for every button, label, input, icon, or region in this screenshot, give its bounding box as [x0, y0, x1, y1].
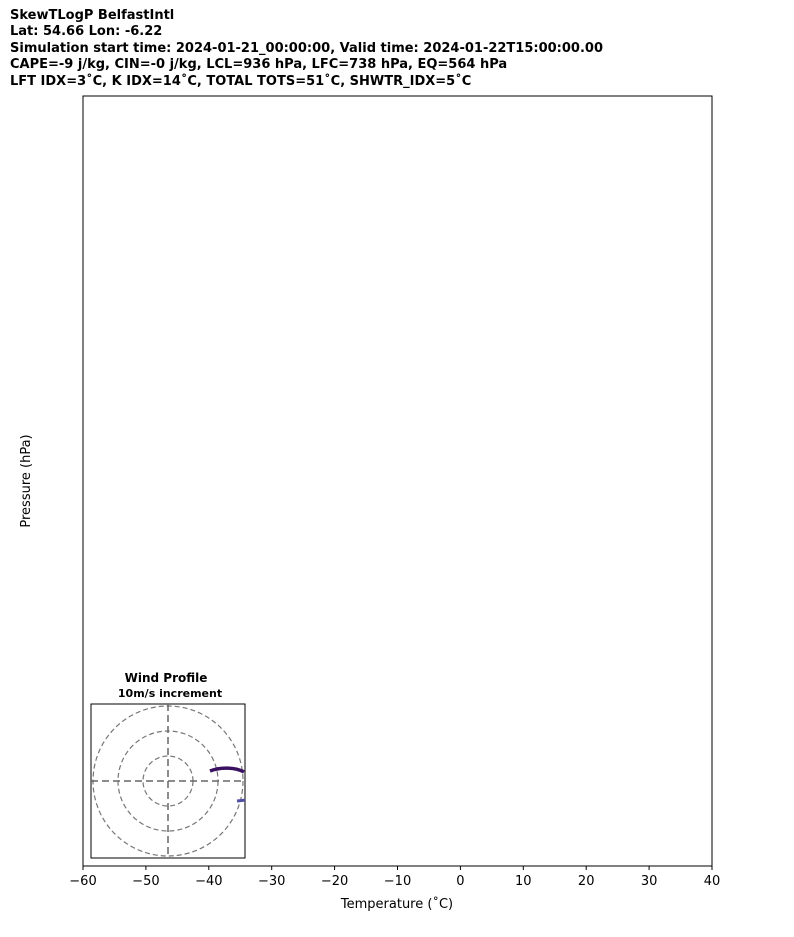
x-tick-label: 10 [515, 874, 532, 889]
time-line: Simulation start time: 2024-01-21_00:00:… [10, 40, 603, 56]
x-tick-label: −20 [321, 874, 348, 889]
x-tick-label: 40 [704, 874, 721, 889]
x-tick-label: −50 [132, 874, 159, 889]
x-tick-label: −30 [258, 874, 285, 889]
x-tick-label: −60 [69, 874, 96, 889]
chart-header: SkewTLogP BelfastIntl Lat: 54.66 Lon: -6… [10, 8, 790, 90]
indices-line-1: CAPE=-9 j/kg, CIN=-0 j/kg, LCL=936 hPa, … [10, 57, 508, 73]
hodograph-title: Wind Profile [125, 671, 208, 685]
hodograph: Wind Profile 10m/s increment [90, 671, 246, 859]
chart-title: SkewTLogP BelfastIntl [10, 8, 175, 23]
indices-line-2: LFT IDX=3˚C, K IDX=14˚C, TOTAL TOTS=51˚C… [10, 73, 472, 89]
y-axis-label: Pressure (hPa) [19, 434, 34, 527]
x-tick-label: 0 [456, 874, 464, 889]
axes: −60−50−40−30−20−100102030401000900800700… [69, 866, 721, 889]
x-tick-label: 30 [641, 874, 658, 889]
x-tick-label: −10 [384, 874, 411, 889]
hodograph-trace [209, 766, 245, 774]
x-tick-label: −40 [195, 874, 222, 889]
x-axis-label: Temperature (˚C) [340, 896, 453, 912]
x-tick-label: 20 [578, 874, 595, 889]
location-line: Lat: 54.66 Lon: -6.22 [10, 24, 163, 40]
hodograph-subtitle: 10m/s increment [118, 687, 222, 700]
hodograph-surface [236, 798, 245, 803]
